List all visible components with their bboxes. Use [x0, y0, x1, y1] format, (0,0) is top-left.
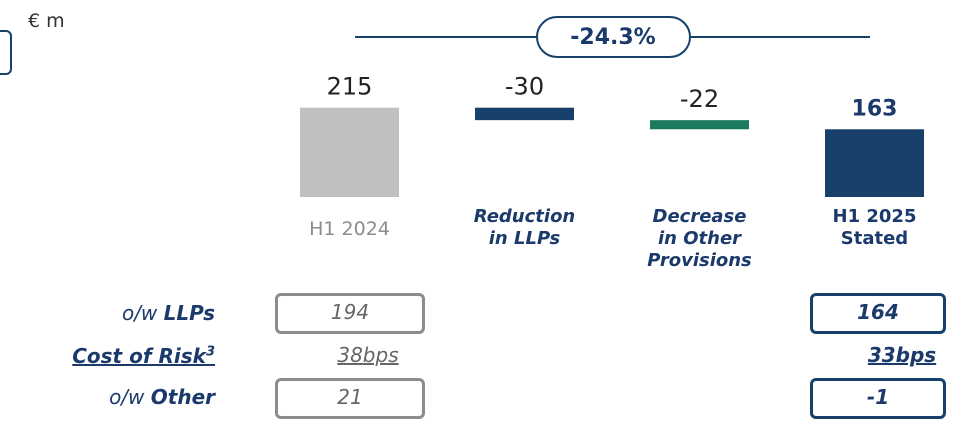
cell: 33bps: [867, 343, 937, 367]
cell-box: [275, 378, 425, 419]
bar: [825, 129, 924, 197]
cell: 164: [857, 300, 899, 324]
value-label: 163: [852, 96, 898, 121]
category-label: Reduction in LLPs: [473, 206, 576, 249]
cell: 21: [337, 385, 363, 409]
edge-box: [0, 30, 12, 75]
bar: [300, 107, 399, 197]
cell: -1: [866, 385, 890, 409]
footnote: 3: [205, 344, 215, 360]
cell: 194: [330, 300, 370, 324]
cell-box: [810, 378, 946, 419]
category-label: Decrease in Other Provisions: [647, 206, 752, 271]
row-name: Other: [150, 385, 215, 409]
cell: 38bps: [337, 343, 399, 367]
row-label: o/w LLPs: [122, 301, 215, 325]
value-label: 215: [327, 73, 373, 101]
category-label: H1 2025 Stated: [832, 206, 917, 249]
cell-box: [275, 293, 425, 334]
cell-box: [810, 293, 946, 334]
bar: [475, 107, 574, 121]
unit-label: € m: [28, 10, 65, 32]
row-prefix: o/w: [121, 301, 164, 325]
row-name: Cost of Risk: [72, 344, 206, 368]
annotation: -24.3%: [570, 25, 655, 50]
value-label: -22: [680, 85, 719, 113]
annotation-oval: [536, 16, 691, 58]
row-label: o/w Other: [109, 385, 215, 409]
row-name: LLPs: [163, 301, 215, 325]
bar: [650, 120, 749, 130]
category-label: H1 2024: [309, 218, 390, 240]
row-label: Cost of Risk3: [72, 344, 215, 368]
value-label: -30: [505, 73, 544, 101]
row-prefix: o/w: [109, 385, 151, 409]
